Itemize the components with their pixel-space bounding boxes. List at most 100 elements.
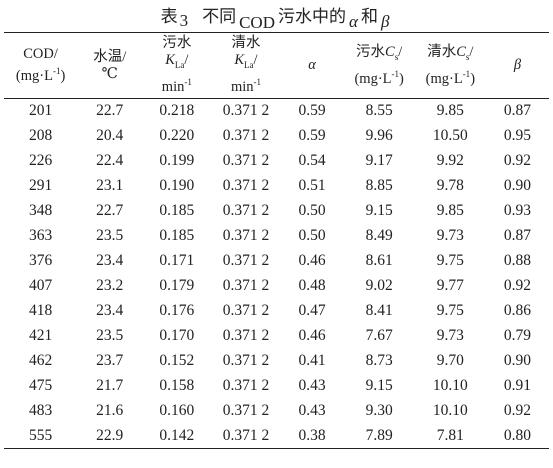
header-text: 清水 — [231, 35, 261, 52]
title-text: 污水中的 — [278, 7, 346, 27]
table-cell: 0.59 — [298, 102, 326, 120]
table-cell: 0.371 2 — [222, 127, 270, 144]
header-line: KLa/ — [143, 52, 210, 74]
header-text: ) — [399, 70, 404, 87]
table-cell: 9.73 — [436, 227, 464, 244]
table-cell: 9.17 — [365, 152, 393, 169]
table-cell: 8.55 — [365, 102, 393, 120]
table-cell: 23.4 — [96, 252, 124, 269]
table-cell: 418 — [28, 302, 53, 319]
header-subscript: La — [174, 60, 185, 71]
table-cell: 0.90 — [503, 352, 532, 369]
header-text: / — [398, 43, 403, 60]
table-row: 421 23.5 0.170 0.371 2 0.46 7.67 9.73 0.79 — [4, 324, 549, 349]
table-cell: 0.220 — [159, 127, 195, 144]
header-text: COD/ — [23, 46, 58, 63]
title-beta: β — [380, 12, 390, 31]
header-text: 水温/ — [93, 48, 127, 65]
table-cell: 9.85 — [436, 202, 464, 219]
table-cell: 376 — [28, 252, 53, 269]
table-cell: 10.10 — [432, 377, 468, 394]
header-text: ) — [470, 70, 476, 87]
table-cell: 7.81 — [436, 426, 464, 444]
header-symbol: C — [385, 43, 395, 60]
table-cell: 0.371 2 — [222, 352, 270, 369]
table-cell: 0.46 — [298, 252, 326, 269]
header-text: 污水 — [162, 35, 192, 52]
header-cell: 污水 KLa/min-1 — [142, 33, 211, 99]
table-cell: 0.371 2 — [222, 227, 270, 244]
data-table: COD/(mg·L-1) 水温/℃ 污水 KLa/min-1 清水 KLa/min-1 α 污… — [4, 32, 549, 449]
table-cell: 0.170 — [159, 327, 195, 344]
header-cell: COD/ (mg·L-1) — [4, 33, 77, 99]
table-cell: 0.371 2 — [222, 426, 270, 444]
table-cell: 0.179 — [159, 277, 195, 294]
table-cell: 8.85 — [365, 177, 393, 194]
table-cell: 9.15 — [365, 377, 393, 394]
table-row: 291 23.1 0.190 0.371 2 0.51 8.85 9.78 0.90 — [4, 174, 549, 199]
table-cell: 0.176 — [159, 302, 195, 319]
header-text: ) — [60, 67, 66, 84]
header-line: ℃ — [78, 66, 141, 83]
table-row: 418 23.4 0.176 0.371 2 0.47 8.41 9.75 0.86 — [4, 299, 549, 324]
table-cell: 0.185 — [159, 227, 195, 244]
table-cell: 0.43 — [298, 377, 326, 394]
table-cell: 0.87 — [503, 102, 532, 120]
table-row: 363 23.5 0.185 0.371 2 0.50 8.49 9.73 0.87 — [4, 224, 549, 249]
table-body: 201 22.7 0.218 0.371 2 0.59 8.55 9.85 0.87 208 20… — [4, 99, 549, 449]
table-cell: 0.46 — [298, 327, 326, 344]
table-cell: 0.371 2 — [222, 152, 270, 169]
table-cell: 0.51 — [298, 177, 326, 194]
header-symbol: α — [308, 57, 316, 73]
table-cell: 22.7 — [96, 202, 124, 219]
header-superscript: -1 — [52, 66, 61, 77]
header-text: / — [469, 43, 474, 60]
table-cell: 23.4 — [96, 302, 124, 319]
header-subscript: s — [394, 51, 399, 62]
table-cell: 0.199 — [159, 152, 195, 169]
table-cell: 8.61 — [365, 252, 393, 269]
header-line: 水温/ — [78, 49, 141, 66]
table-row: 226 22.4 0.199 0.371 2 0.54 9.17 9.92 0.92 — [4, 149, 549, 174]
table-cell: 555 — [28, 426, 53, 444]
table-cell: 0.50 — [298, 202, 326, 219]
header-text: (mg·L — [15, 67, 53, 84]
title-number: 3 — [179, 11, 189, 30]
table-row: 483 21.6 0.160 0.371 2 0.43 9.30 10.10 0.92 — [4, 399, 549, 424]
table-cell: 23.2 — [96, 277, 124, 294]
header-line: KLa/ — [212, 52, 279, 74]
title-text: 不同 — [202, 7, 237, 27]
table-cell: 0.80 — [503, 426, 532, 444]
header-symbol: K — [165, 52, 175, 69]
table-cell: 0.371 2 — [222, 402, 270, 419]
header-symbol: K — [234, 52, 245, 69]
header-cell: 清水 KLa/min-1 — [211, 33, 280, 99]
header-text: (mg·L — [425, 70, 463, 87]
table-cell: 0.95 — [503, 127, 532, 144]
table-cell: 9.75 — [436, 302, 464, 319]
table-cell: 0.190 — [159, 177, 195, 194]
header-cell: 污水Cs/(mg·L-1) — [344, 33, 415, 99]
table-cell: 22.4 — [96, 152, 124, 169]
table-cell: 462 — [28, 352, 53, 369]
header-superscript: -1 — [462, 68, 471, 79]
table-cell: 0.88 — [503, 252, 532, 269]
table-cell: 0.79 — [503, 327, 532, 344]
table-cell: 0.91 — [503, 377, 532, 394]
header-superscript: -1 — [253, 77, 262, 88]
table-cell: 10.50 — [432, 127, 468, 144]
header-line: COD/ — [5, 46, 76, 63]
table-cell: 0.86 — [503, 302, 532, 319]
table-cell: 9.78 — [436, 177, 464, 194]
table-cell: 0.371 2 — [222, 252, 270, 269]
table-cell: 8.73 — [365, 352, 393, 369]
header-cell: β — [486, 33, 549, 99]
header-row: COD/(mg·L-1) 水温/℃ 污水 KLa/min-1 清水 KLa/min-1 α 污… — [4, 32, 549, 99]
table-cell: 208 — [28, 127, 53, 144]
header-text: / — [184, 52, 189, 69]
header-line: (mg·L-1) — [416, 66, 485, 88]
table-title: 表 3 不同 COD 污水中的 α 和 β — [0, 2, 553, 33]
table-cell: 10.10 — [432, 402, 468, 419]
header-line: α — [282, 57, 343, 74]
table-cell: 0.54 — [298, 152, 326, 169]
